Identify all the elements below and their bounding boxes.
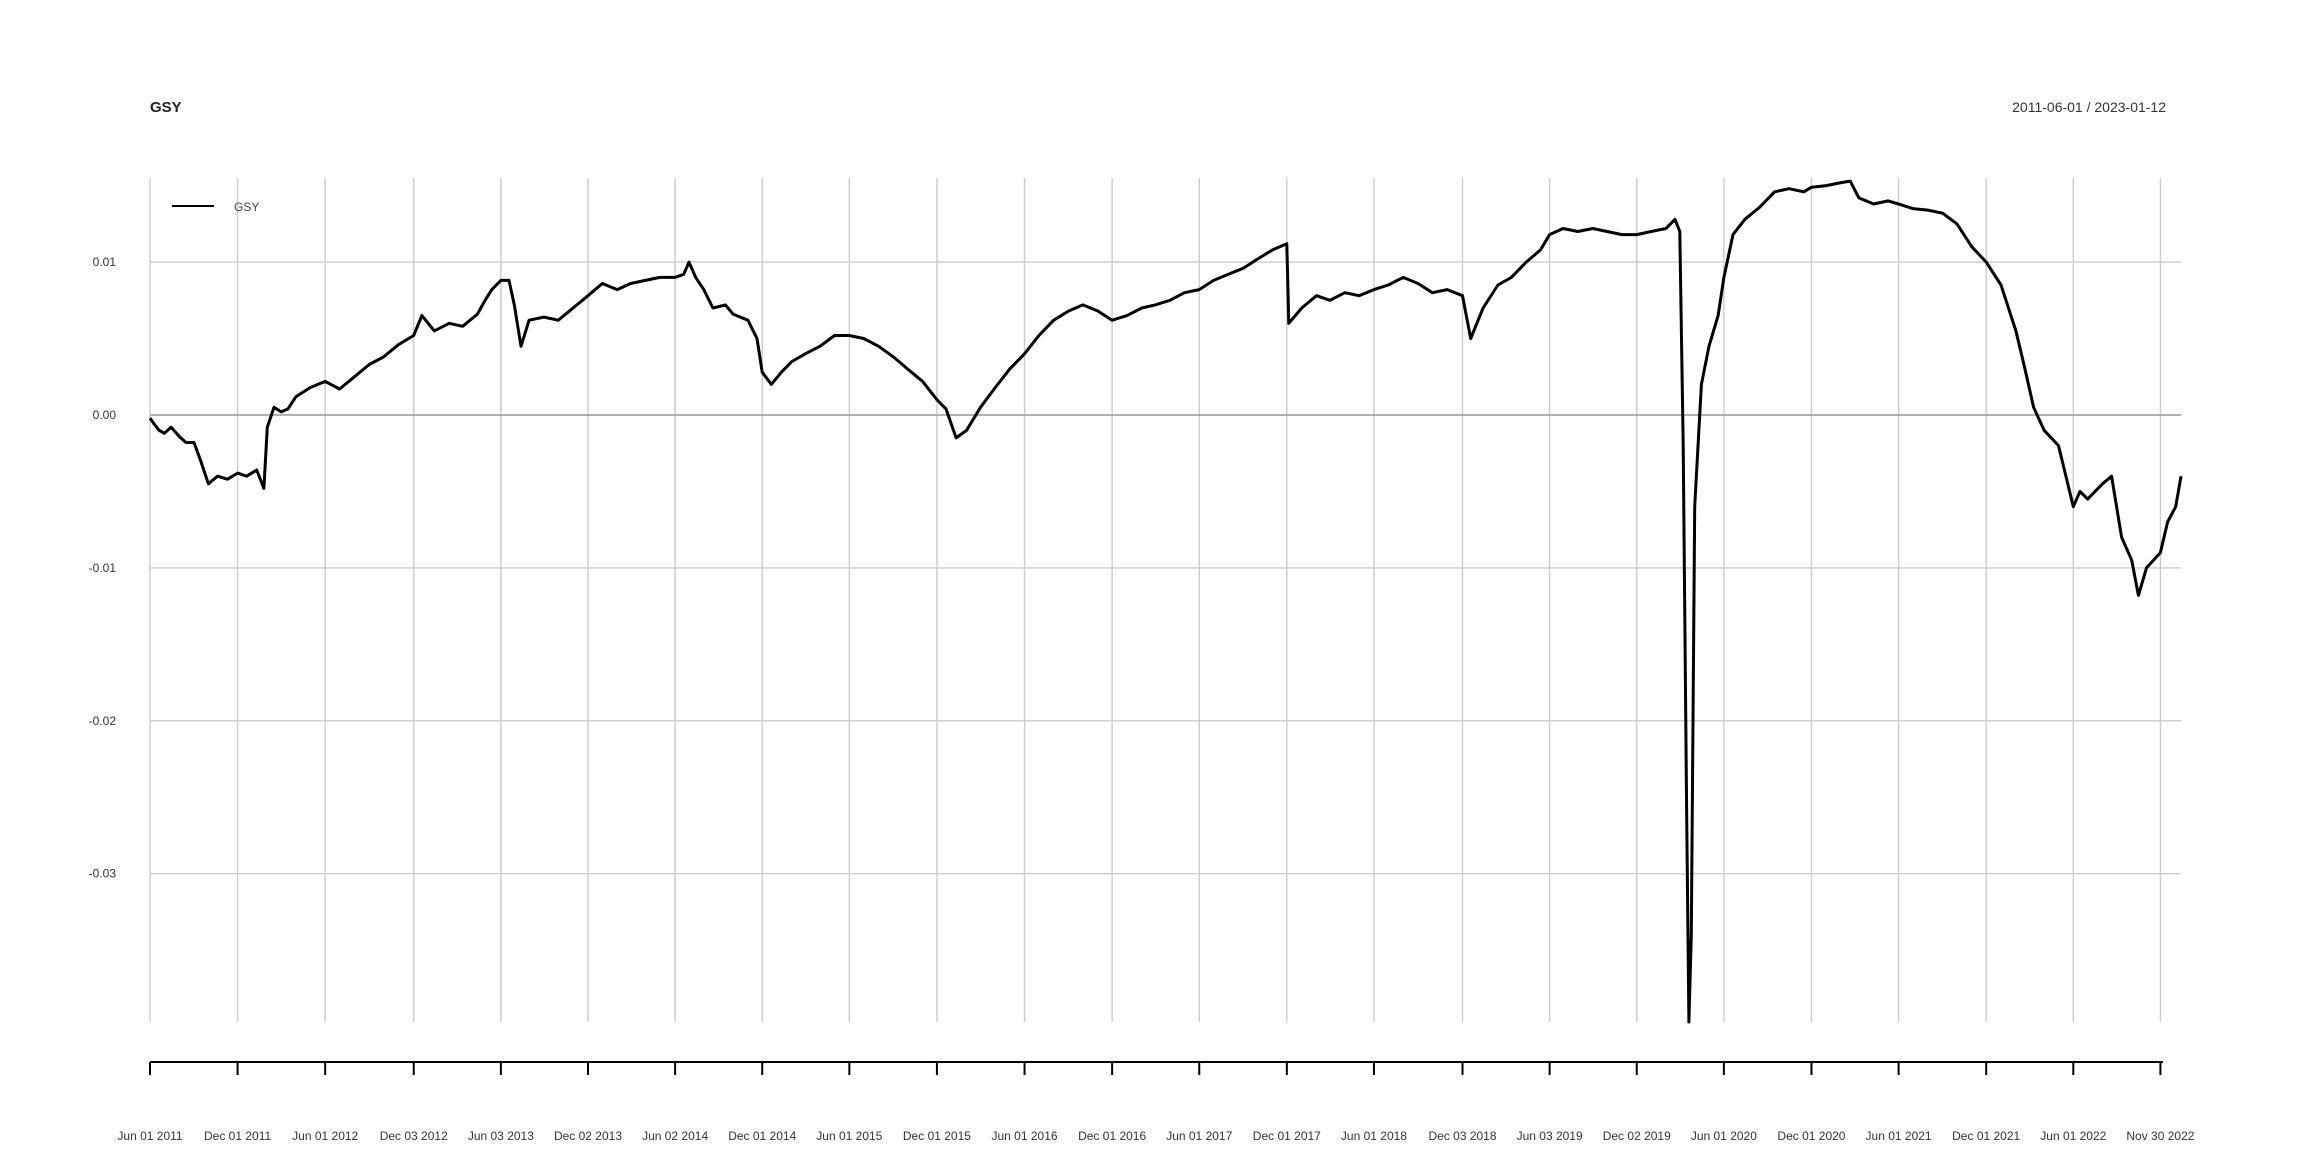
x-tick-label-1: Dec 01 2011 [204, 1129, 271, 1143]
x-axis-tick-labels: Jun 01 2011 Dec 01 2011 Jun 01 2012 Dec 03 … [117, 1129, 2194, 1143]
x-tick-label-4: Jun 03 2013 [468, 1129, 534, 1143]
x-tick-label-19: Dec 01 2020 [1777, 1129, 1845, 1143]
x-tick-label-8: Jun 01 2015 [816, 1129, 882, 1143]
x-axis: Jun 01 2011 Dec 01 2011 Jun 01 2012 Dec 03 … [117, 1061, 2195, 1143]
x-tick-label-17: Dec 02 2019 [1603, 1129, 1671, 1143]
x-tick-label-2: Jun 01 2012 [292, 1129, 358, 1143]
x-tick-label-14: Jun 01 2018 [1341, 1129, 1407, 1143]
date-range-label: 2011-06-01 / 2023-01-12 [2012, 99, 2166, 115]
series-group [148, 179, 2183, 1024]
x-axis-ticks [149, 1062, 2162, 1075]
x-tick-label-15: Dec 03 2018 [1428, 1129, 1496, 1143]
x-tick-label-10: Jun 01 2016 [992, 1129, 1058, 1143]
x-tick-label-9: Dec 01 2015 [903, 1129, 971, 1143]
x-tick-label-23: Nov 30 2022 [2126, 1129, 2194, 1143]
x-tick-label-12: Jun 01 2017 [1166, 1129, 1232, 1143]
chart-title: GSY [150, 99, 182, 116]
legend: GSY [172, 200, 259, 214]
x-tick-label-18: Jun 01 2020 [1691, 1129, 1757, 1143]
series-line-gsy [148, 179, 2183, 1024]
x-tick-label-22: Jun 01 2022 [2040, 1129, 2106, 1143]
x-tick-label-16: Jun 03 2019 [1517, 1129, 1583, 1143]
x-tick-label-20: Jun 01 2021 [1866, 1129, 1932, 1143]
legend-label-gsy: GSY [234, 200, 259, 214]
y-tick-label-1: 0.00 [93, 408, 117, 422]
x-tick-label-5: Dec 02 2013 [554, 1129, 622, 1143]
x-tick-label-13: Dec 01 2017 [1253, 1129, 1321, 1143]
y-tick-label-4: -0.03 [89, 867, 117, 881]
x-tick-label-6: Jun 02 2014 [642, 1129, 708, 1143]
y-tick-label-3: -0.02 [89, 714, 117, 728]
x-tick-label-0: Jun 01 2011 [117, 1129, 182, 1143]
x-tick-label-7: Dec 01 2014 [728, 1129, 796, 1143]
y-tick-label-0: 0.01 [93, 255, 117, 269]
x-tick-label-3: Dec 03 2012 [380, 1129, 448, 1143]
x-tick-label-21: Dec 01 2021 [1952, 1129, 2020, 1143]
x-tick-label-11: Dec 01 2016 [1078, 1129, 1146, 1143]
y-tick-label-2: -0.01 [89, 561, 117, 575]
y-axis-tick-labels: 0.01 0.00 -0.01 -0.02 -0.03 [89, 255, 117, 881]
horizontal-gridlines [150, 261, 2181, 875]
